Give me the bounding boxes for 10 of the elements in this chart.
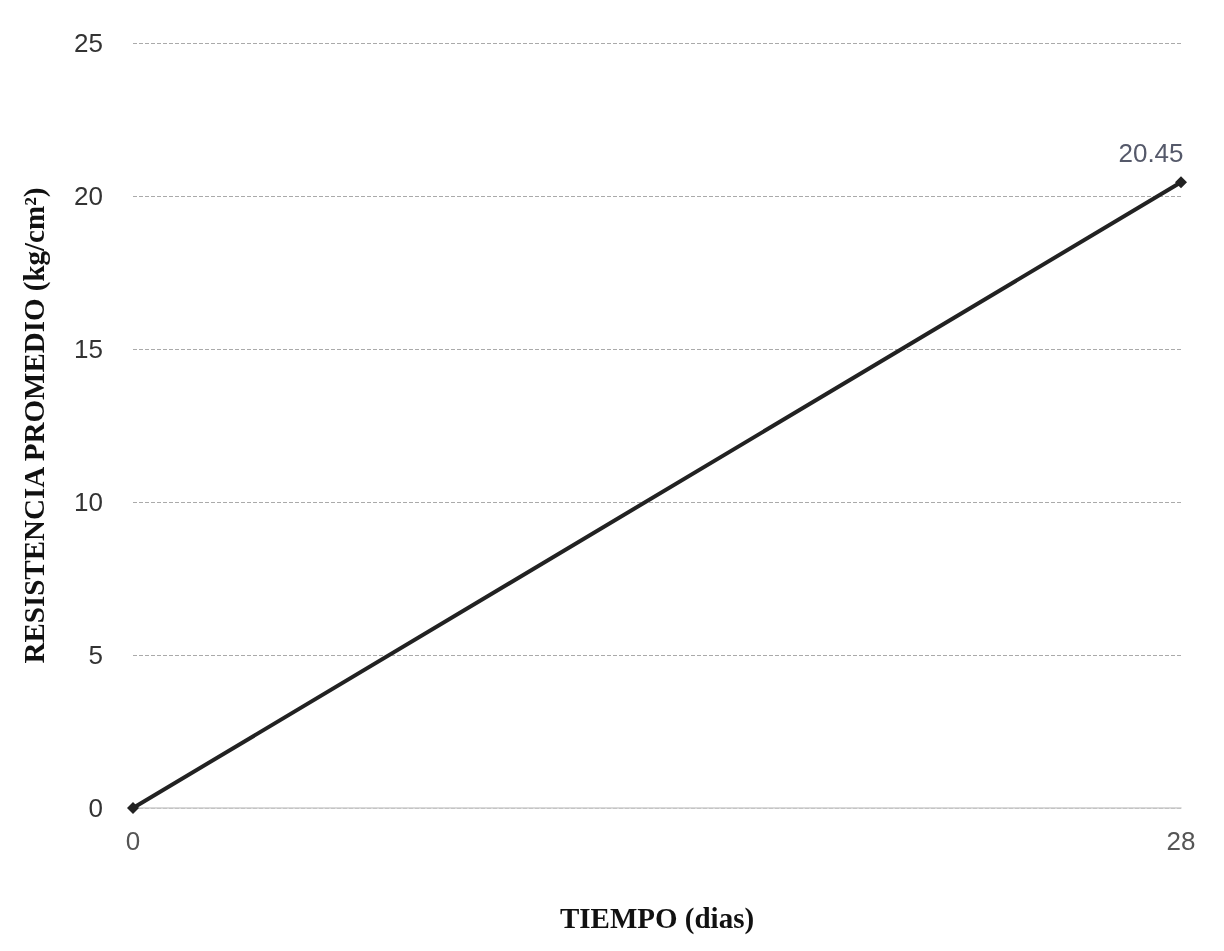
x-tick-label: 28 [1166,826,1196,856]
y-axis-title: RESISTENCIA PROMEDIO (kg/cm²) [17,187,51,664]
y-tick-label: 5 [88,640,103,670]
y-tick-label: 25 [74,28,103,58]
y-tick-label: 15 [74,334,103,364]
x-axis-title: TIEMPO (dias) [559,901,755,935]
data-label: 20.45 [1118,138,1184,169]
y-tick-label: 10 [74,487,103,517]
y-tick-label: 20 [74,181,103,211]
y-tick-label: 0 [88,793,103,823]
